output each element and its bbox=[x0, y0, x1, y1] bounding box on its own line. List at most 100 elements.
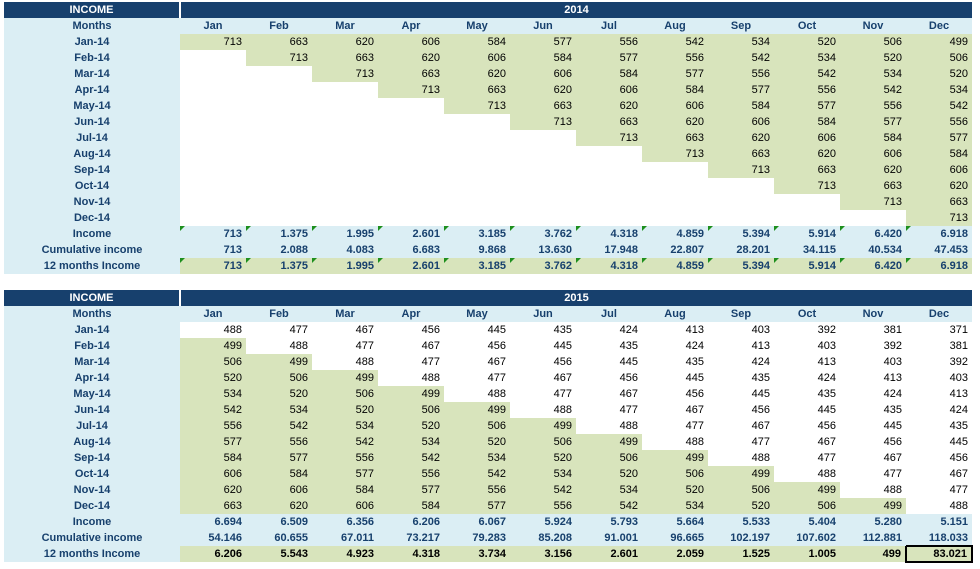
total-cell[interactable]: 4.318 bbox=[378, 546, 444, 562]
value-cell[interactable]: 499 bbox=[312, 370, 378, 386]
total-cell[interactable]: 3.156 bbox=[510, 546, 576, 562]
value-cell[interactable]: 499 bbox=[510, 418, 576, 434]
total-cell[interactable]: 6.420 bbox=[840, 226, 906, 242]
value-cell[interactable]: 577 bbox=[444, 498, 510, 514]
total-cell[interactable]: 17.948 bbox=[576, 242, 642, 258]
value-cell[interactable]: 520 bbox=[576, 466, 642, 482]
value-cell[interactable] bbox=[444, 146, 510, 162]
value-cell[interactable] bbox=[180, 66, 246, 82]
value-cell[interactable] bbox=[180, 178, 246, 194]
total-cell[interactable]: 3.762 bbox=[510, 258, 576, 274]
value-cell[interactable]: 467 bbox=[949, 468, 968, 480]
value-cell[interactable]: 584 bbox=[510, 50, 576, 66]
value-cell[interactable] bbox=[312, 178, 378, 194]
value-cell[interactable]: 477 bbox=[553, 388, 572, 400]
total-cell[interactable]: 112.881 bbox=[840, 530, 906, 546]
total-cell[interactable]: 13.630 bbox=[510, 242, 576, 258]
value-cell[interactable]: 620 bbox=[576, 98, 642, 114]
total-cell[interactable]: 4.318 bbox=[576, 258, 642, 274]
total-cell[interactable]: 4.318 bbox=[576, 226, 642, 242]
value-cell[interactable]: 499 bbox=[906, 34, 972, 50]
total-cell[interactable]: 5.914 bbox=[774, 258, 840, 274]
value-cell[interactable]: 435 bbox=[553, 324, 572, 336]
value-cell[interactable]: 713 bbox=[840, 194, 906, 210]
value-cell[interactable]: 435 bbox=[883, 404, 902, 416]
value-cell[interactable]: 520 bbox=[840, 50, 906, 66]
value-cell[interactable]: 520 bbox=[510, 450, 576, 466]
value-cell[interactable]: 713 bbox=[444, 98, 510, 114]
value-cell[interactable] bbox=[312, 146, 378, 162]
value-cell[interactable]: 620 bbox=[246, 498, 312, 514]
value-cell[interactable]: 477 bbox=[685, 420, 704, 432]
value-cell[interactable]: 577 bbox=[378, 482, 444, 498]
value-cell[interactable] bbox=[312, 114, 378, 130]
value-cell[interactable]: 445 bbox=[619, 356, 638, 368]
value-cell[interactable] bbox=[180, 130, 246, 146]
value-cell[interactable]: 534 bbox=[642, 498, 708, 514]
value-cell[interactable]: 556 bbox=[312, 450, 378, 466]
total-cell[interactable]: 3.185 bbox=[444, 226, 510, 242]
value-cell[interactable]: 456 bbox=[751, 404, 770, 416]
value-cell[interactable]: 445 bbox=[949, 436, 968, 448]
value-cell[interactable]: 663 bbox=[312, 50, 378, 66]
value-cell[interactable]: 584 bbox=[642, 82, 708, 98]
total-cell[interactable]: 6.683 bbox=[378, 242, 444, 258]
value-cell[interactable]: 445 bbox=[817, 404, 836, 416]
value-cell[interactable]: 584 bbox=[708, 98, 774, 114]
value-cell[interactable]: 556 bbox=[708, 66, 774, 82]
value-cell[interactable]: 488 bbox=[421, 372, 440, 384]
value-cell[interactable]: 445 bbox=[883, 420, 902, 432]
value-cell[interactable]: 542 bbox=[840, 82, 906, 98]
value-cell[interactable]: 606 bbox=[312, 498, 378, 514]
value-cell[interactable] bbox=[180, 194, 246, 210]
total-cell[interactable]: 102.197 bbox=[708, 530, 774, 546]
value-cell[interactable]: 577 bbox=[576, 50, 642, 66]
value-cell[interactable]: 456 bbox=[883, 436, 902, 448]
value-cell[interactable]: 663 bbox=[444, 82, 510, 98]
value-cell[interactable]: 663 bbox=[708, 146, 774, 162]
value-cell[interactable] bbox=[246, 210, 312, 226]
total-cell[interactable]: 1.525 bbox=[708, 546, 774, 562]
value-cell[interactable]: 506 bbox=[246, 370, 312, 386]
value-cell[interactable]: 606 bbox=[180, 466, 246, 482]
value-cell[interactable]: 488 bbox=[487, 388, 506, 400]
total-cell[interactable]: 5.924 bbox=[510, 514, 576, 530]
value-cell[interactable]: 556 bbox=[576, 34, 642, 50]
total-cell[interactable]: 2.601 bbox=[378, 258, 444, 274]
value-cell[interactable]: 542 bbox=[246, 418, 312, 434]
value-cell[interactable]: 542 bbox=[642, 34, 708, 50]
total-cell[interactable]: 3.185 bbox=[444, 258, 510, 274]
value-cell[interactable]: 663 bbox=[774, 162, 840, 178]
value-cell[interactable]: 584 bbox=[576, 66, 642, 82]
value-cell[interactable] bbox=[510, 162, 576, 178]
value-cell[interactable] bbox=[510, 210, 576, 226]
value-cell[interactable] bbox=[312, 98, 378, 114]
value-cell[interactable]: 477 bbox=[355, 340, 374, 352]
value-cell[interactable]: 413 bbox=[949, 388, 968, 400]
total-cell[interactable]: 2.601 bbox=[576, 546, 642, 562]
value-cell[interactable]: 663 bbox=[642, 130, 708, 146]
value-cell[interactable] bbox=[378, 178, 444, 194]
total-cell[interactable]: 2.088 bbox=[246, 242, 312, 258]
value-cell[interactable]: 520 bbox=[312, 402, 378, 418]
total-cell[interactable]: 91.001 bbox=[576, 530, 642, 546]
total-cell[interactable]: 5.404 bbox=[774, 514, 840, 530]
total-cell[interactable]: 40.534 bbox=[840, 242, 906, 258]
value-cell[interactable] bbox=[378, 210, 444, 226]
value-cell[interactable] bbox=[642, 178, 708, 194]
value-cell[interactable] bbox=[246, 114, 312, 130]
value-cell[interactable] bbox=[510, 178, 576, 194]
value-cell[interactable] bbox=[840, 210, 906, 226]
total-cell[interactable]: 1.995 bbox=[312, 258, 378, 274]
value-cell[interactable] bbox=[180, 98, 246, 114]
value-cell[interactable] bbox=[312, 194, 378, 210]
value-cell[interactable]: 534 bbox=[576, 482, 642, 498]
value-cell[interactable]: 620 bbox=[708, 130, 774, 146]
value-cell[interactable]: 620 bbox=[312, 34, 378, 50]
value-cell[interactable]: 556 bbox=[642, 50, 708, 66]
value-cell[interactable]: 424 bbox=[949, 404, 968, 416]
value-cell[interactable]: 424 bbox=[883, 388, 902, 400]
value-cell[interactable]: 584 bbox=[840, 130, 906, 146]
total-cell[interactable]: 79.283 bbox=[444, 530, 510, 546]
value-cell[interactable]: 556 bbox=[774, 82, 840, 98]
